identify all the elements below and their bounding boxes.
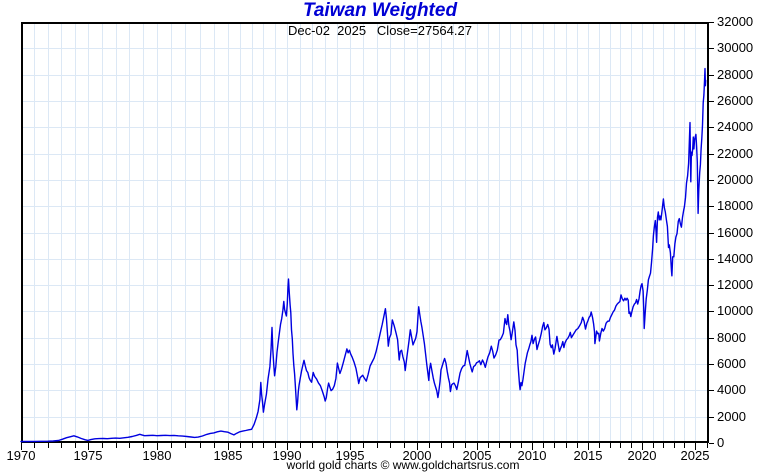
- x-axis-tick-label: 2005: [462, 448, 492, 463]
- y-axis-tick-label: 22000: [717, 145, 754, 161]
- y-axis-tick-label: 32000: [717, 14, 754, 29]
- y-axis-tick-label: 16000: [717, 224, 754, 240]
- y-axis-tick-label: 28000: [717, 66, 754, 82]
- y-axis-tick-label: 24000: [717, 119, 754, 135]
- y-axis-tick-label: 14000: [717, 250, 754, 266]
- y-axis-tick-label: 6000: [717, 356, 746, 372]
- y-axis-tick-label: 10000: [717, 303, 754, 319]
- x-axis-tick-label: 1990: [272, 448, 302, 463]
- y-axis-tick-label: 20000: [717, 171, 754, 187]
- x-axis-tick-label: 2000: [402, 448, 432, 463]
- x-axis-tick-label: 2010: [517, 448, 547, 463]
- x-axis-tick-label: 1995: [335, 448, 365, 463]
- footer-credit: world gold charts © www.goldchartsrus.co…: [286, 458, 520, 472]
- x-axis-tick-label: 1980: [142, 448, 172, 463]
- y-axis-tick-label: 0: [717, 435, 725, 450]
- price-line: [20, 67, 707, 443]
- x-axis-tick-label: 1970: [6, 448, 36, 463]
- chart-title: Taiwan Weighted: [302, 0, 458, 21]
- x-axis-tick-label: 2025: [680, 448, 710, 463]
- y-axis-tick-label: 30000: [717, 40, 754, 56]
- y-axis-tick-label: 2000: [717, 408, 746, 424]
- y-axis-tick-label: 12000: [717, 277, 754, 293]
- chart-subtitle: Dec-02 2025 Close=27564.27: [288, 23, 472, 38]
- x-axis-tick-label: 2015: [573, 448, 603, 463]
- axis-ticks: [21, 22, 714, 450]
- y-axis-tick-label: 4000: [717, 382, 746, 398]
- y-axis-tick-label: 26000: [717, 92, 754, 108]
- y-axis-tick-label: 8000: [717, 329, 746, 345]
- plot-border: [21, 22, 709, 443]
- x-axis-tick-label: 1975: [73, 448, 103, 463]
- x-axis-tick-label: 1985: [213, 448, 243, 463]
- grid-lines: [22, 23, 708, 442]
- y-axis-tick-label: 18000: [717, 198, 754, 214]
- x-axis-tick-label: 2020: [627, 448, 657, 463]
